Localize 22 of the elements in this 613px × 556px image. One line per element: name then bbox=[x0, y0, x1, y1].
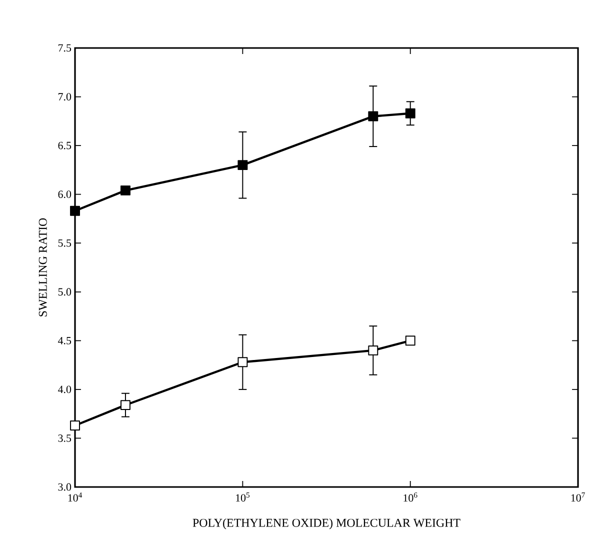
y-tick-label: 6.5 bbox=[58, 142, 72, 150]
point bbox=[70, 420, 80, 431]
point bbox=[70, 206, 80, 216]
point bbox=[405, 108, 416, 118]
y-tick-label: 6.0 bbox=[58, 190, 72, 198]
y-tick-label: 5.0 bbox=[58, 288, 72, 296]
x-tick-label: 10$^{5}$ bbox=[236, 492, 250, 502]
x-tick-label: 10$^{7}$ bbox=[571, 492, 585, 502]
y-tick-label: 4.0 bbox=[58, 386, 72, 394]
y-tick-label: 7.0 bbox=[58, 93, 72, 100]
y-tick-label: 3.5 bbox=[58, 434, 72, 442]
x-axis-title: POLY(ETHYLENE OXIDE) MOLECULAR WEIGHT bbox=[192, 518, 460, 530]
x-tick-label: 10$^{4}$ bbox=[68, 492, 82, 502]
y-tick-label: 5.5 bbox=[58, 239, 72, 247]
y-tick-label: 7.5 bbox=[58, 44, 72, 52]
point bbox=[238, 357, 248, 368]
point bbox=[405, 336, 416, 346]
y-tick-label: 3.0 bbox=[58, 483, 72, 491]
y-tick-label: 4.5 bbox=[58, 336, 72, 344]
point bbox=[238, 160, 248, 170]
y-axis-title: SWELLING RATIO bbox=[38, 218, 47, 316]
x-tick-label: 10$^{6}$ bbox=[404, 492, 418, 502]
